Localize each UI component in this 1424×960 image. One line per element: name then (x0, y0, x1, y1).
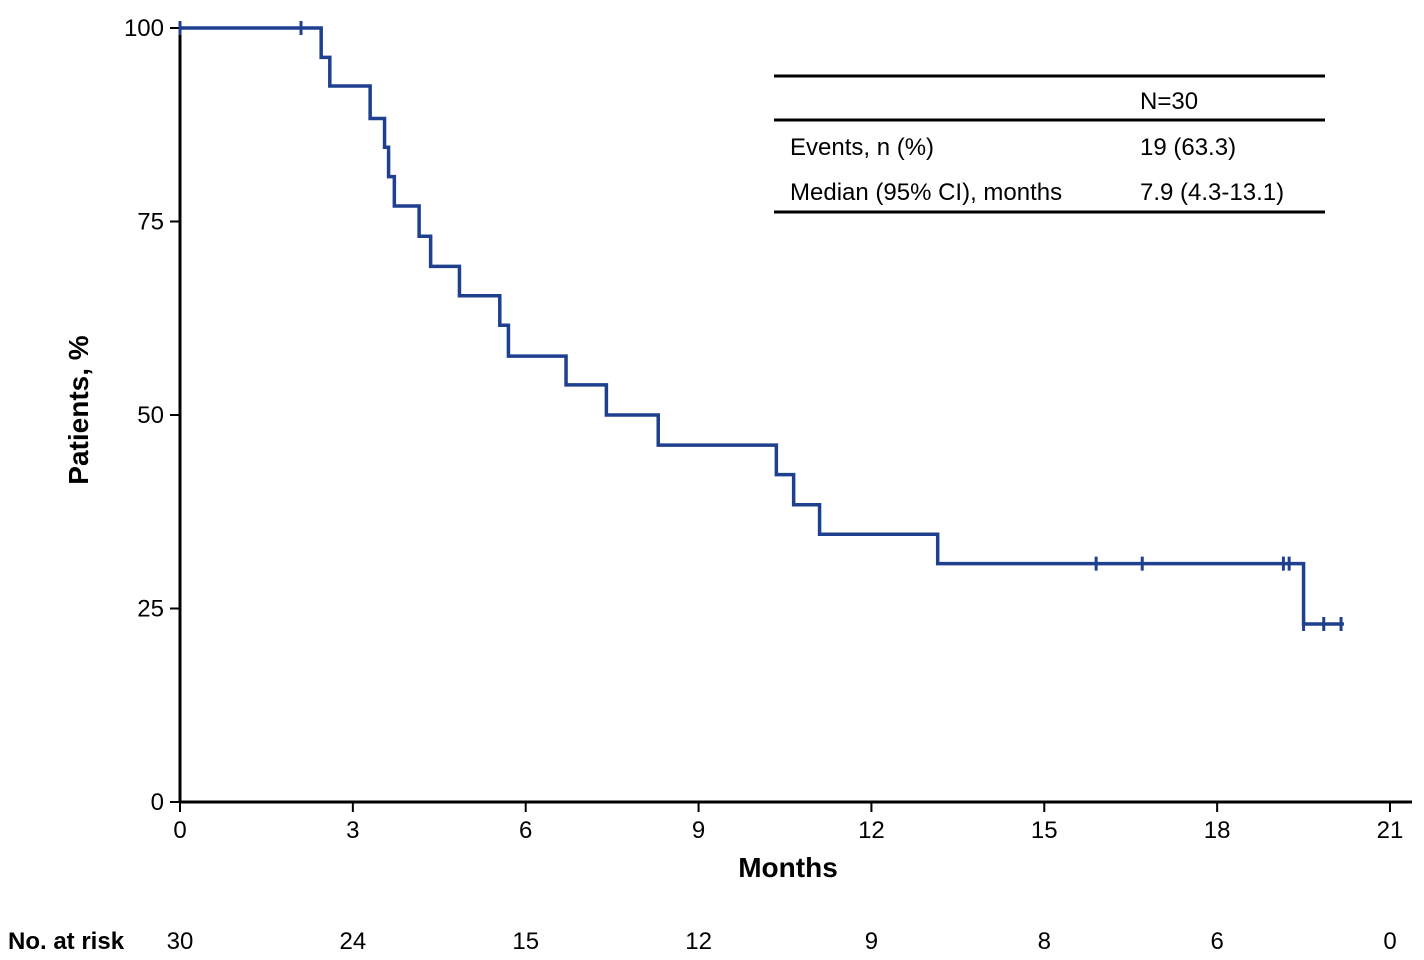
risk-value-18: 6 (1210, 928, 1223, 955)
summary-row-median-label: Median (95% CI), months (790, 179, 1062, 206)
x-tick-label-3: 3 (346, 817, 359, 844)
y-tick-label-25: 25 (137, 596, 164, 623)
risk-value-3: 24 (340, 928, 367, 955)
survival-curve-group (180, 26, 1344, 626)
risk-value-15: 8 (1038, 928, 1051, 955)
y-tick-label-75: 75 (137, 209, 164, 236)
summary-row-events-value: 19 (63.3) (1140, 134, 1236, 161)
x-tick-label-6: 6 (519, 817, 532, 844)
summary-header-n: N=30 (1140, 88, 1198, 115)
x-tick-label-21: 21 (1377, 817, 1404, 844)
y-tick-label-50: 50 (137, 402, 164, 429)
risk-value-12: 9 (865, 928, 878, 955)
risk-value-9: 12 (685, 928, 712, 955)
summary-table: N=30 Events, n (%) 19 (63.3) Median (95%… (774, 74, 1325, 214)
risk-table: No. at risk 30 24 15 12 9 8 6 0 (8, 928, 1397, 955)
y-tick-label-100: 100 (124, 15, 164, 42)
risk-value-0: 30 (167, 928, 194, 955)
censor-marks-group (178, 21, 1343, 631)
y-tick-label-0: 0 (151, 789, 164, 816)
axes: 0 25 50 75 100 0 3 6 9 12 15 18 21 (124, 15, 1412, 844)
survival-curve-line (180, 26, 1344, 626)
x-tick-label-18: 18 (1204, 817, 1231, 844)
x-tick-label-9: 9 (692, 817, 705, 844)
risk-table-title: No. at risk (8, 928, 125, 955)
risk-value-6: 15 (512, 928, 539, 955)
x-tick-label-12: 12 (858, 817, 885, 844)
x-axis-title: Months (738, 852, 838, 883)
summary-row-events-label: Events, n (%) (790, 134, 934, 161)
risk-value-21: 0 (1383, 928, 1396, 955)
summary-row-median-value: 7.9 (4.3-13.1) (1140, 179, 1284, 206)
x-tick-label-0: 0 (173, 817, 186, 844)
y-axis-title: Patients, % (63, 335, 94, 484)
x-tick-label-15: 15 (1031, 817, 1058, 844)
